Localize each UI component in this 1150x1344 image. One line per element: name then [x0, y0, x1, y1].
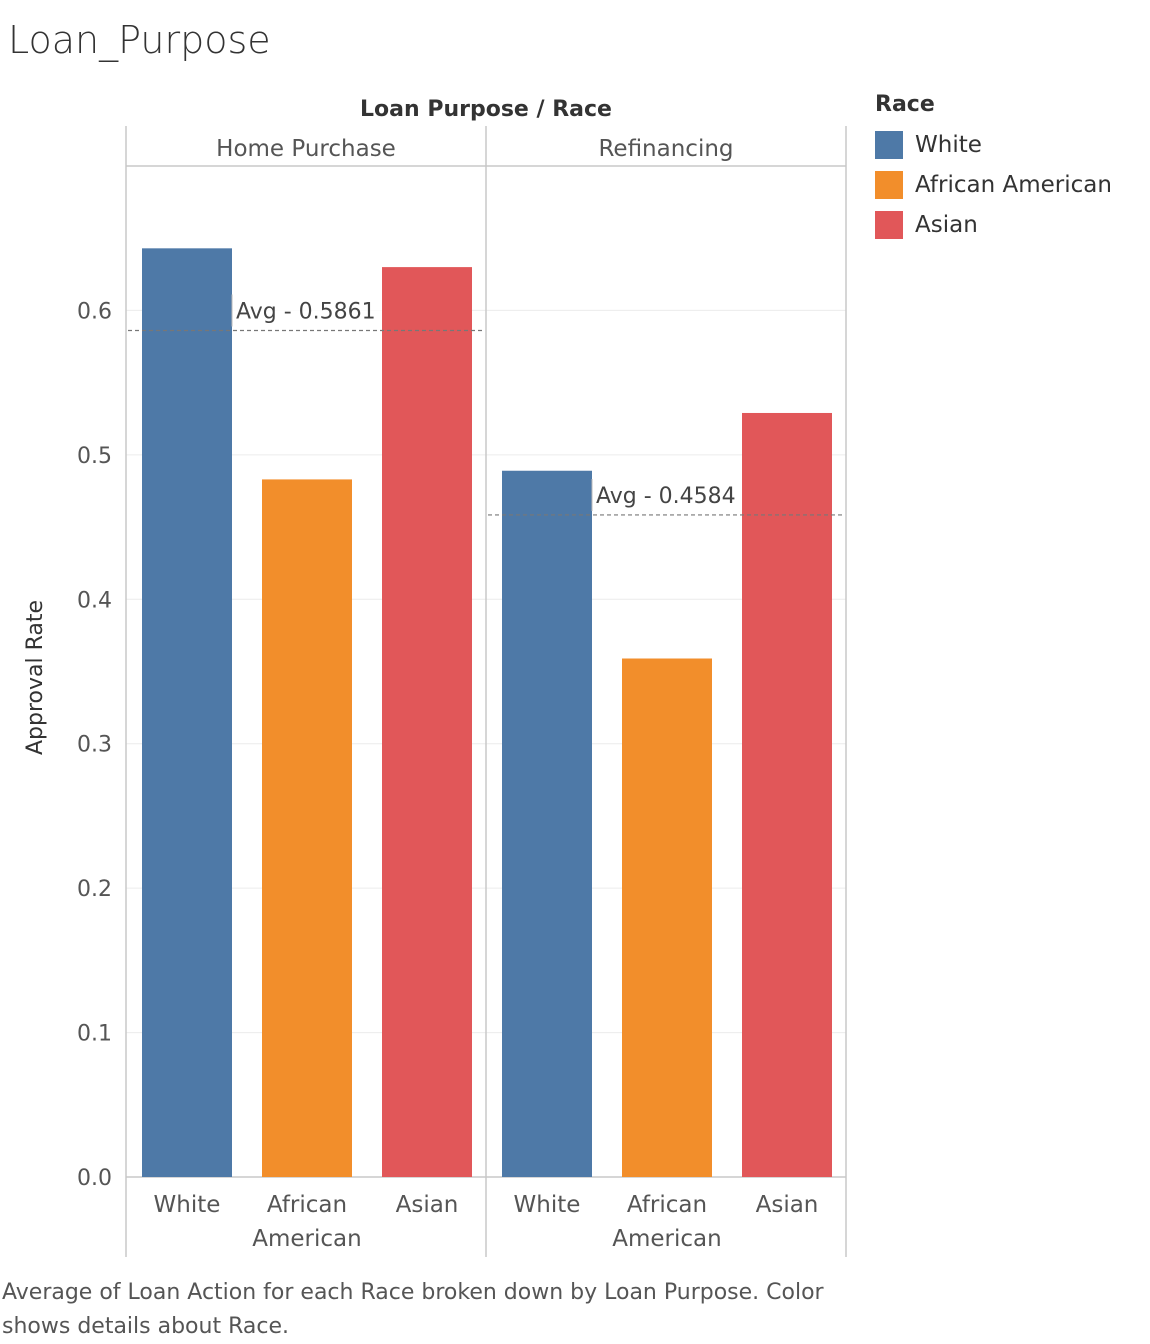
legend-item-white[interactable]: White	[875, 125, 1112, 165]
legend-label: African American	[915, 172, 1112, 198]
y-tick-label: 0.6	[77, 299, 112, 324]
bar	[622, 658, 712, 1177]
bar	[382, 267, 472, 1178]
y-tick-label: 0.2	[77, 877, 112, 902]
legend-label: Asian	[915, 212, 978, 238]
legend-swatch	[875, 131, 903, 159]
header-label: Loan Purpose / Race	[360, 97, 612, 122]
y-tick-label: 0.1	[77, 1022, 112, 1047]
bar	[262, 479, 352, 1177]
legend-item-asian[interactable]: Asian	[875, 205, 1112, 245]
bar	[142, 248, 232, 1177]
y-tick-label: 0.3	[77, 733, 112, 758]
average-label-bg	[232, 294, 382, 325]
legend-label: White	[915, 132, 982, 158]
legend-title: Race	[875, 92, 935, 117]
panel-header: Refinancing	[598, 136, 733, 162]
average-label-bg	[592, 478, 742, 509]
legend-item-african-american[interactable]: African American	[875, 165, 1112, 205]
chart-caption: Average of Loan Action for each Race bro…	[2, 1280, 824, 1339]
legend: Race White African American Asian	[875, 92, 1112, 245]
y-tick-label: 0.5	[77, 444, 112, 469]
x-tick-label: White	[154, 1192, 221, 1218]
x-tick-label: Asian	[756, 1192, 819, 1218]
bar	[742, 412, 832, 1177]
legend-swatch	[875, 211, 903, 239]
x-tick-label: Asian	[396, 1192, 459, 1218]
chart-title: Loan_Purpose	[8, 18, 271, 62]
y-tick-label: 0.4	[77, 588, 112, 613]
x-tick-label: White	[514, 1192, 581, 1218]
panel-header: Home Purchase	[216, 136, 396, 162]
bar	[502, 470, 592, 1178]
y-tick-label: 0.0	[77, 1166, 112, 1191]
x-tick-label: African American	[252, 1192, 361, 1252]
y-axis-label: Approval Rate	[23, 600, 48, 755]
average-label: Avg - 0.4584	[596, 484, 736, 509]
average-label: Avg - 0.5861	[236, 300, 376, 325]
x-tick-label: African American	[612, 1192, 721, 1252]
legend-swatch	[875, 171, 903, 199]
